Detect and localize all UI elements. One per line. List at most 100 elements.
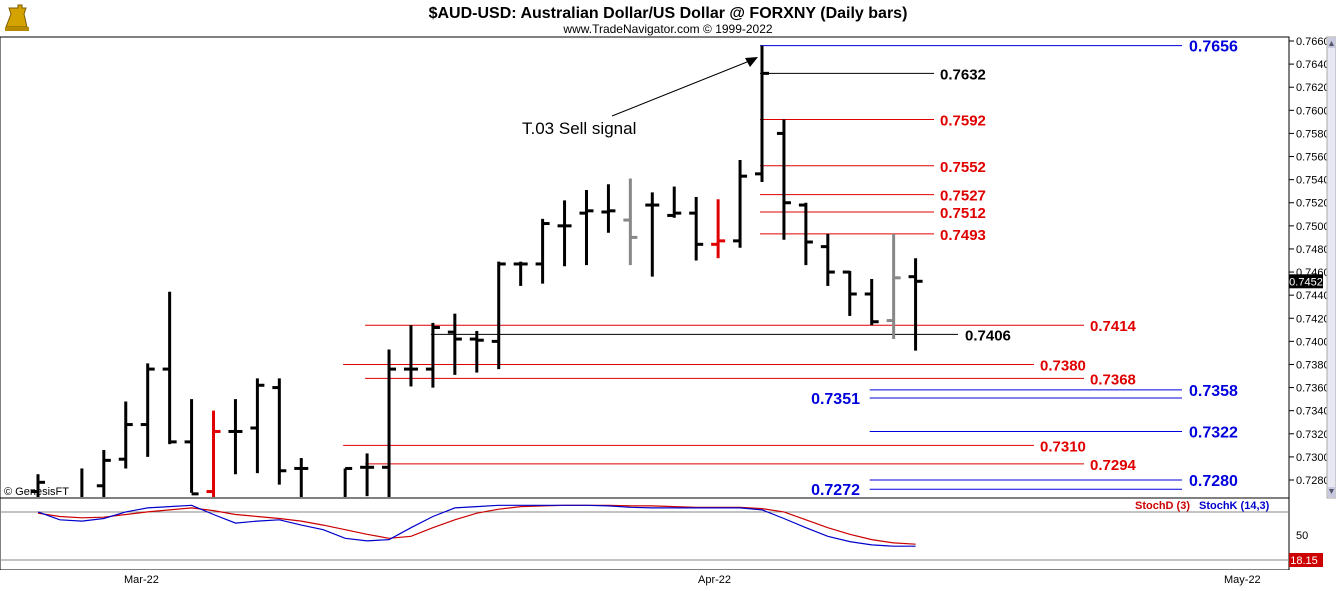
price-bar: [645, 192, 660, 277]
level-label: 0.7493: [940, 227, 986, 244]
y-tick-label: 0.7300: [1296, 452, 1330, 464]
price-bar: [491, 261, 506, 370]
y-tick-label: 0.7660: [1296, 36, 1330, 48]
level-label: 0.7368: [1090, 371, 1136, 388]
level-label: 0.7552: [940, 159, 986, 176]
legend-stochk: StochK (14,3): [1199, 500, 1270, 512]
level-label: 0.7592: [940, 113, 986, 130]
legend-stochd: StochD (3): [1135, 500, 1190, 512]
price-axis-ticks: 0.7660 0.7640 0.7620 0.7600 0.7580 0.7560 0.75…: [1289, 36, 1330, 487]
price-bar: [864, 278, 879, 326]
price-bar: [294, 458, 309, 497]
level-label: 0.7351: [811, 391, 860, 408]
stoch-last-marker: 18.15: [1289, 553, 1323, 567]
y-tick-label: 0.7560: [1296, 152, 1330, 164]
scroll-up-icon[interactable]: [1329, 41, 1334, 46]
price-bar: [842, 270, 857, 316]
chart-subtitle: www.TradeNavigator.com © 1999-2022: [562, 22, 772, 36]
y-tick-label: 0.7540: [1296, 175, 1330, 187]
level-label: 0.7512: [940, 205, 986, 222]
price-bar: [447, 313, 462, 375]
y-tick-label: 0.7620: [1296, 82, 1330, 94]
y-tick-label: 0.7380: [1296, 359, 1330, 371]
level-label: 0.7656: [1189, 39, 1238, 56]
price-bar: [343, 466, 353, 497]
price-bar: [403, 325, 418, 387]
price-bar: [206, 410, 221, 497]
level-lines: [343, 45, 1182, 490]
level-label: 0.7280: [1189, 473, 1238, 490]
level-label: 0.7632: [940, 66, 986, 83]
price-bar: [601, 184, 616, 233]
price-bar: [360, 453, 375, 497]
price-bar: [623, 178, 638, 266]
price-bar: [228, 399, 243, 475]
price-bar: [118, 401, 133, 469]
y-tick-label: 0.7280: [1296, 475, 1330, 487]
x-tick-apr: Apr-22: [698, 574, 731, 586]
time-axis-ticks: Mar-22 Apr-22 May-22: [124, 574, 1261, 586]
stoch-last-label: 18.15: [1290, 555, 1318, 567]
y-tick-label: 0.7500: [1296, 221, 1330, 233]
price-bar: [886, 233, 901, 340]
level-label: 0.7272: [811, 482, 860, 499]
price-bar: [798, 202, 813, 266]
watermark-label: © GenesisFT: [4, 486, 69, 498]
chart-title: $AUD-USD: Australian Dollar/US Dollar @ …: [429, 5, 908, 22]
price-bar: [820, 233, 835, 286]
price-bar: [908, 258, 923, 351]
price-bars: [31, 45, 923, 497]
y-tick-label: 0.7360: [1296, 383, 1330, 395]
price-bar: [272, 378, 287, 485]
last-price-marker: 0.7452: [1289, 274, 1323, 289]
stochastic-lines: [37, 504, 916, 547]
stochastic-panel: [0, 497, 1290, 571]
level-label: 0.7358: [1189, 383, 1238, 400]
x-tick-mar: Mar-22: [124, 574, 159, 586]
level-label: 0.7322: [1189, 424, 1238, 441]
y-tick-label: 0.7440: [1296, 290, 1330, 302]
price-bar: [250, 378, 265, 474]
scrollbar[interactable]: [1326, 36, 1336, 499]
level-label: 0.7380: [1040, 357, 1086, 374]
price-bar: [469, 330, 484, 373]
price-bar: [711, 199, 726, 259]
logo-icon: [3, 3, 33, 33]
y-tick-label: 0.7340: [1296, 406, 1330, 418]
level-label: 0.7406: [965, 327, 1011, 344]
price-bar: [689, 196, 704, 261]
stoch-line: [37, 504, 916, 547]
y-tick-label: 0.7320: [1296, 429, 1330, 441]
price-panel: [0, 36, 1290, 499]
price-bar: [31, 474, 45, 497]
price-bar: [184, 399, 199, 496]
scroll-down-icon[interactable]: [1329, 489, 1334, 494]
price-bar: [140, 363, 155, 457]
level-label: 0.7310: [1040, 438, 1086, 455]
price-bar: [776, 119, 791, 240]
price-bar: [382, 349, 397, 497]
x-tick-may: May-22: [1224, 574, 1261, 586]
price-bar: [535, 218, 550, 284]
price-bar: [513, 261, 528, 286]
level-label: 0.7294: [1090, 457, 1137, 474]
y-tick-label: 0.7420: [1296, 313, 1330, 325]
price-bar: [755, 45, 769, 182]
sell-signal-label: T.03 Sell signal: [522, 119, 636, 138]
price-bar: [579, 190, 594, 266]
time-axis: [0, 570, 1336, 591]
y-tick-label: 0.7580: [1296, 128, 1330, 140]
price-bar: [96, 449, 111, 497]
level-label: 0.7527: [940, 188, 986, 205]
y-tick-label: 0.7480: [1296, 244, 1330, 256]
stoch-line: [37, 504, 916, 545]
y-tick-label: 0.7600: [1296, 105, 1330, 117]
price-bar: [425, 322, 440, 388]
y-tick-label: 0.7520: [1296, 198, 1330, 210]
price-bar: [733, 159, 748, 248]
y-tick-label: 0.7640: [1296, 59, 1330, 71]
last-price-label: 0.7452: [1289, 276, 1323, 288]
stoch-tick-50: 50: [1296, 530, 1308, 542]
